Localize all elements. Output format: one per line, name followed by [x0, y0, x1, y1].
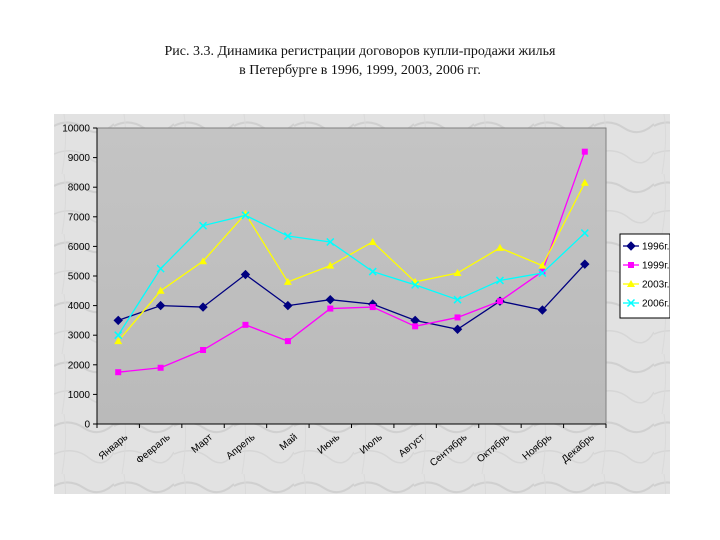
data-point-2 — [495, 243, 504, 251]
data-point-1 — [200, 347, 207, 353]
data-point-1 — [284, 338, 291, 345]
data-point-0 — [580, 259, 590, 269]
figure-caption: Рис. 3.3. Динамика регистрации договоров… — [0, 42, 720, 80]
line-chart: 0 1000 2000 3000 4000 5000 6000 7000 8000 9000 100… — [54, 114, 670, 494]
y-tick-label: 0 — [84, 420, 90, 431]
legend-entry: 1996г. — [642, 242, 669, 253]
data-point-1 — [581, 148, 588, 155]
data-point-3 — [580, 229, 589, 238]
y-tick-label: 2000 — [68, 360, 91, 371]
caption-line-2: в Петербурге в 1996, 1999, 2003, 2006 гг… — [239, 63, 481, 78]
data-point-2 — [538, 261, 547, 269]
y-tick-label: 4000 — [68, 301, 91, 312]
data-point-3 — [199, 221, 208, 230]
data-point-2 — [156, 286, 165, 294]
series-line-1 — [118, 151, 586, 373]
data-point-2 — [453, 269, 462, 277]
legend-entry: 2003г. — [642, 280, 669, 291]
data-point-3 — [326, 237, 335, 246]
data-point-3 — [495, 276, 504, 285]
data-point-0 — [240, 269, 251, 280]
data-point-1 — [454, 314, 461, 321]
data-point-3 — [411, 280, 420, 289]
series-line-0 — [117, 263, 586, 330]
data-point-1 — [412, 323, 419, 330]
y-tick-label: 7000 — [68, 212, 91, 223]
data-point-0 — [537, 305, 548, 315]
data-point-3 — [538, 269, 547, 278]
data-point-1 — [539, 268, 546, 275]
data-point-0 — [155, 300, 166, 311]
data-point-3 — [453, 295, 462, 304]
legend-marker — [626, 298, 636, 308]
plot-area — [96, 127, 607, 425]
data-point-1 — [115, 369, 122, 376]
data-point-0 — [283, 300, 293, 311]
y-tick-label: 3000 — [68, 331, 91, 342]
caption-line-1: Рис. 3.3. Динамика регистрации договоров… — [164, 44, 556, 59]
chart-area: 0 1000 2000 3000 4000 5000 6000 7000 8000 9000 100… — [54, 114, 670, 494]
legend-marker — [628, 262, 634, 268]
y-tick-label: 5000 — [68, 272, 91, 283]
legend-marker — [627, 280, 635, 287]
y-tick-label: 9000 — [68, 153, 91, 164]
data-point-2 — [326, 261, 335, 269]
data-point-3 — [156, 264, 165, 273]
series-line-2 — [117, 182, 586, 342]
data-point-0 — [452, 324, 463, 334]
data-point-1 — [496, 298, 503, 305]
legend-entry: 1999г. — [642, 261, 669, 272]
data-point-2 — [241, 209, 250, 217]
legend-entry: 2006г. — [642, 299, 669, 310]
data-point-0 — [325, 294, 335, 305]
legend-marker — [626, 241, 636, 251]
y-tick-label: 6000 — [68, 242, 91, 253]
data-point-1 — [157, 364, 164, 371]
data-point-3 — [368, 267, 377, 276]
data-point-2 — [368, 237, 377, 245]
data-point-1 — [242, 321, 249, 328]
data-point-0 — [113, 315, 123, 326]
data-point-2 — [283, 277, 292, 285]
data-point-1 — [369, 304, 376, 311]
data-point-0 — [198, 302, 208, 312]
y-tick-label: 10000 — [62, 124, 90, 135]
data-point-3 — [241, 211, 250, 220]
data-point-2 — [580, 178, 589, 186]
y-tick-label: 1000 — [68, 390, 91, 401]
data-point-3 — [114, 331, 123, 340]
data-point-2 — [199, 257, 208, 265]
data-point-2 — [114, 337, 123, 345]
data-point-1 — [327, 305, 334, 312]
series-line-3 — [117, 214, 586, 336]
y-tick-label: 8000 — [68, 183, 91, 194]
data-point-3 — [283, 232, 292, 241]
